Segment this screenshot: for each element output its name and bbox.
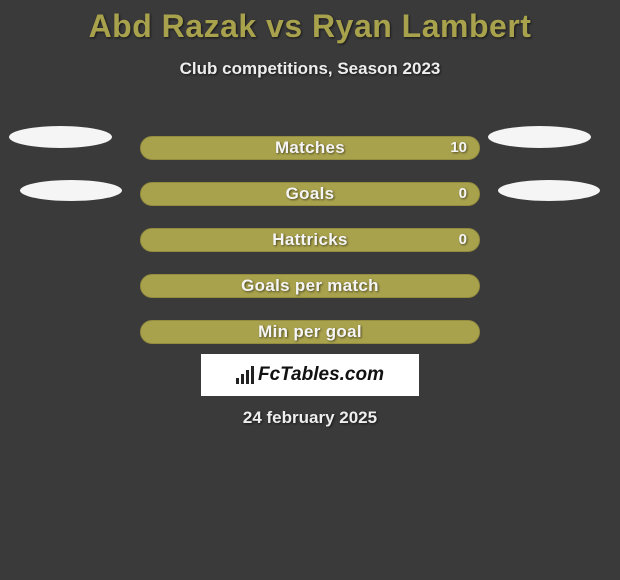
fctables-badge: FcTables.com — [201, 354, 419, 396]
stat-label: Goals per match — [141, 275, 479, 297]
stat-bar: Min per goal — [140, 320, 480, 344]
page-title: Abd Razak vs Ryan Lambert — [0, 0, 620, 45]
stat-row: Goals0 — [0, 172, 620, 218]
stat-row: Goals per match — [0, 264, 620, 310]
bars-icon — [236, 366, 254, 384]
root: Abd Razak vs Ryan Lambert Club competiti… — [0, 0, 620, 580]
stat-value: 0 — [459, 229, 467, 251]
mini-bar — [251, 366, 254, 384]
stat-bar: Hattricks0 — [140, 228, 480, 252]
fctables-inner: FcTables.com — [236, 364, 384, 386]
stat-label: Min per goal — [141, 321, 479, 343]
mini-bar — [246, 370, 249, 384]
stat-label: Goals — [141, 183, 479, 205]
stat-value: 10 — [450, 137, 467, 159]
mini-bar — [236, 378, 239, 384]
date-label: 24 february 2025 — [0, 408, 620, 428]
stat-row: Min per goal — [0, 310, 620, 356]
stat-row: Matches10 — [0, 126, 620, 172]
stat-value: 0 — [459, 183, 467, 205]
site-name: FcTables.com — [258, 364, 384, 386]
stat-bar: Matches10 — [140, 136, 480, 160]
stat-label: Hattricks — [141, 229, 479, 251]
mini-bar — [241, 374, 244, 384]
stat-row: Hattricks0 — [0, 218, 620, 264]
stat-label: Matches — [141, 137, 479, 159]
stat-bar: Goals per match — [140, 274, 480, 298]
stat-bar: Goals0 — [140, 182, 480, 206]
subtitle: Club competitions, Season 2023 — [0, 59, 620, 79]
stat-bars: Matches10Goals0Hattricks0Goals per match… — [0, 126, 620, 356]
